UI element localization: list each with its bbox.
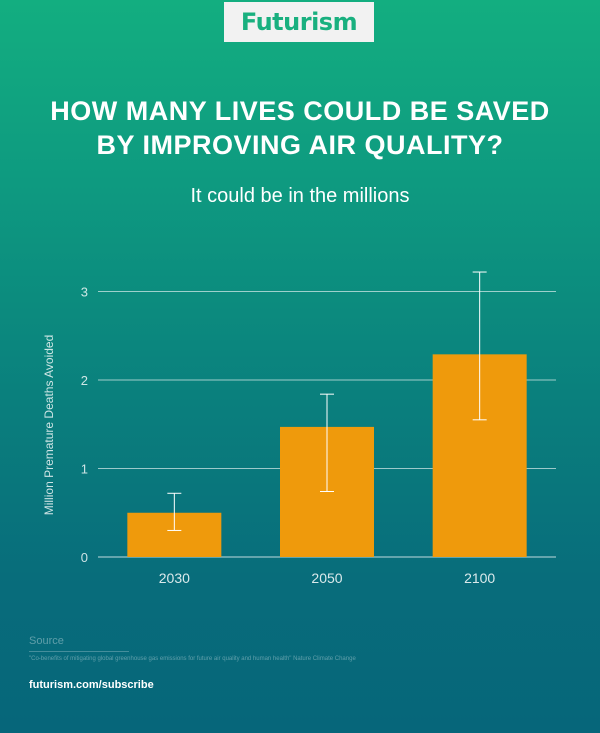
x-tick-label: 2030 (159, 570, 190, 586)
y-axis-label: Million Premature Deaths Avoided (42, 335, 56, 516)
logo[interactable]: Futurism (224, 2, 374, 42)
source-divider (29, 651, 129, 652)
y-tick-label: 3 (81, 285, 88, 300)
x-tick-label: 2050 (311, 570, 342, 586)
subscribe-link[interactable]: futurism.com/subscribe (29, 679, 154, 691)
logo-text: Futurism (240, 8, 358, 36)
headline-line-1: HOW MANY LIVES COULD BE SAVED (50, 96, 550, 126)
headline: HOW MANY LIVES COULD BE SAVED BY IMPROVI… (0, 94, 600, 162)
subtitle: It could be in the millions (190, 185, 410, 207)
y-tick-label: 1 (81, 462, 88, 477)
x-tick-label: 2100 (464, 570, 495, 586)
source-label: Source (29, 635, 64, 647)
y-tick-label: 2 (81, 373, 88, 388)
headline-line-2: BY IMPROVING AIR QUALITY? (96, 130, 504, 160)
source-citation: "Co-benefits of mitigating global greenh… (29, 656, 356, 662)
y-tick-label: 0 (81, 550, 88, 565)
